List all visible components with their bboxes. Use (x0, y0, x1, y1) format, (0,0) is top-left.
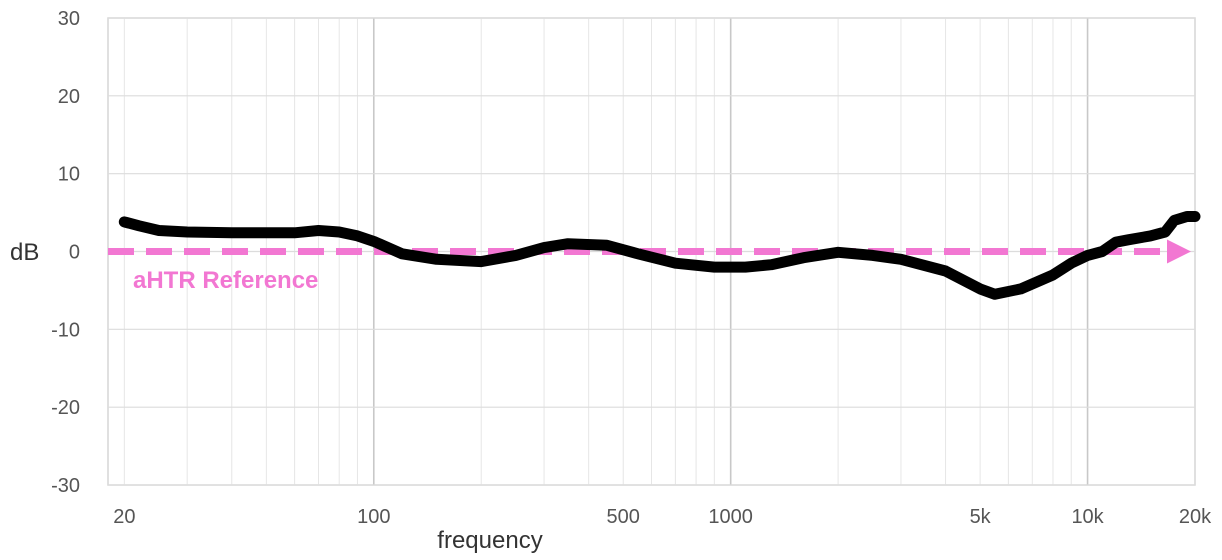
reference-label: aHTR Reference (133, 267, 318, 294)
x-tick-label: 10k (1071, 506, 1104, 528)
y-tick-label: 10 (58, 164, 80, 186)
x-tick-label: 1000 (708, 506, 753, 528)
y-axis-label: dB (10, 239, 39, 266)
y-tick-label: -30 (51, 475, 80, 497)
y-tick-label: 30 (58, 8, 80, 30)
x-tick-labels: 20 100 500 1000 5k 10k 20k (113, 506, 1212, 528)
y-tick-label: 20 (58, 86, 80, 108)
y-tick-label: 0 (69, 242, 80, 264)
x-tick-label: 500 (607, 506, 640, 528)
x-tick-label: 100 (357, 506, 390, 528)
y-tick-label: -20 (51, 397, 80, 419)
reference-line-group (108, 239, 1191, 264)
x-tick-label: 20 (113, 506, 135, 528)
x-tick-label: 5k (970, 506, 992, 528)
series-line (118, 211, 1201, 300)
x-tick-label: 20k (1179, 506, 1212, 528)
y-tick-labels: 30 20 10 0 -10 -20 -30 (51, 8, 80, 497)
y-tick-label: -10 (51, 319, 80, 341)
reference-arrowhead (1167, 239, 1191, 264)
x-axis-label: frequency (437, 527, 542, 554)
series-group (118, 211, 1201, 300)
